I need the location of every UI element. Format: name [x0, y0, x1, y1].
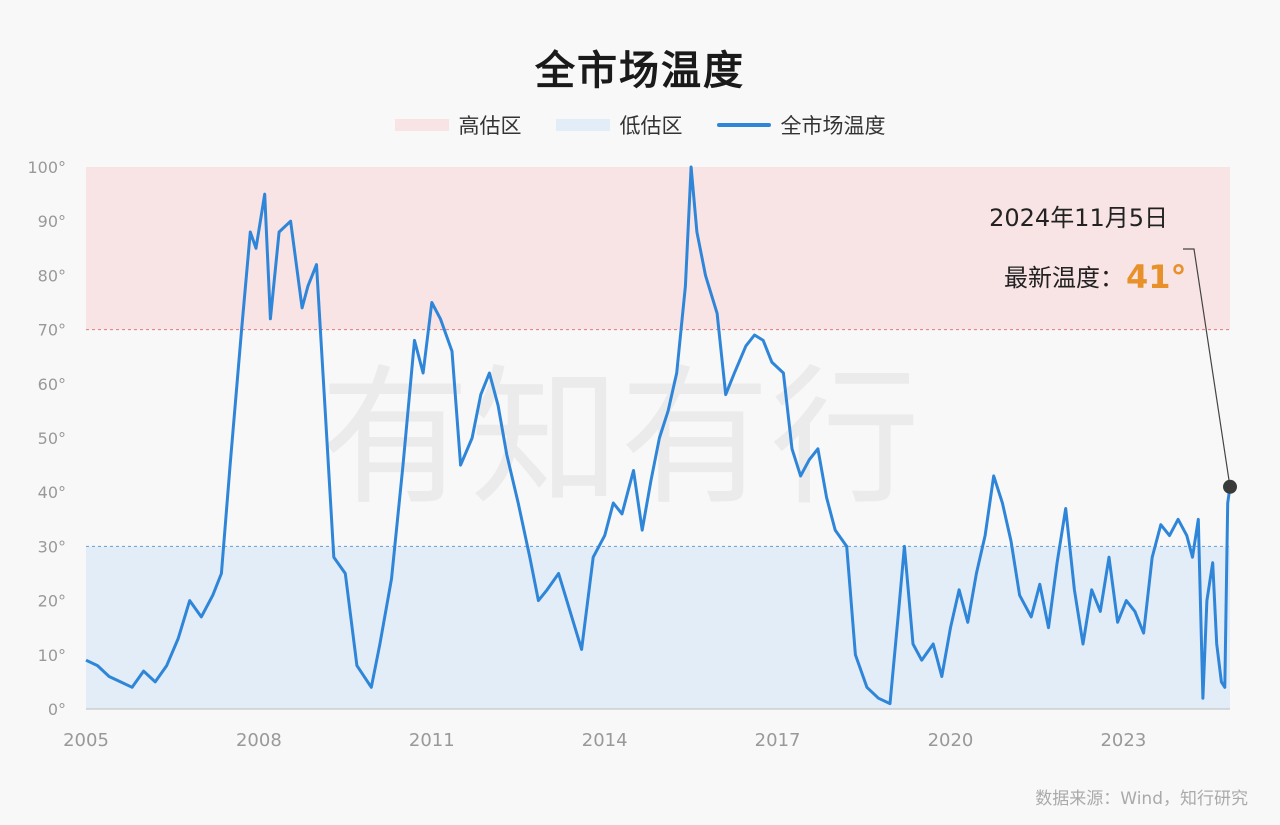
legend-label-high: 高估区 [458, 114, 522, 138]
y-tick-label: 100° [27, 158, 66, 177]
annotation-value: 41° [1126, 258, 1187, 296]
y-tick-label: 70° [38, 321, 66, 340]
chart-title: 全市场温度 [535, 48, 745, 94]
y-tick-label: 60° [38, 375, 66, 394]
chart-legend: 高估区 低估区 全市场温度 [0, 110, 1280, 140]
annotation-date: 2024年11月5日 [989, 204, 1168, 232]
y-tick-label: 90° [38, 212, 66, 231]
source-note: 数据来源：Wind，知行研究 [1035, 789, 1248, 809]
threshold-lines [86, 329, 1230, 547]
legend-item-low: 低估区 [555, 110, 683, 140]
legend-label-temperature: 全市场温度 [780, 114, 886, 138]
legend-swatch-temperature [716, 123, 771, 127]
legend-label-low: 低估区 [619, 114, 683, 138]
x-tick-label: 2020 [928, 730, 974, 751]
y-tick-label: 40° [38, 483, 66, 502]
x-tick-label: 2017 [755, 730, 801, 751]
legend-item-temperature: 全市场温度 [716, 110, 886, 140]
zone-low [86, 546, 1230, 709]
latest-point [1223, 479, 1237, 494]
y-tick-label: 10° [38, 646, 66, 665]
series-layer [85, 165, 1232, 706]
legend-swatch-high [394, 119, 449, 131]
x-tick-label: 2011 [409, 730, 455, 751]
y-tick-label: 30° [38, 537, 66, 556]
axes: 0° 10° 20° 30° 40° 50° 60° 70° 80° 90° 100° 2005 200… [27, 158, 1230, 751]
y-tick-label: 20° [38, 592, 66, 611]
y-tick-label: 80° [38, 266, 66, 285]
annotation-label: 最新温度： [1004, 264, 1124, 292]
x-tick-label: 2014 [582, 730, 628, 751]
watermark: 有知有行 [320, 352, 920, 526]
zone-high [86, 167, 1230, 330]
x-tick-label: 2008 [236, 730, 282, 751]
legend-swatch-low [555, 119, 610, 131]
y-tick-label: 50° [38, 429, 66, 448]
series-line-temperature [85, 165, 1232, 706]
annotation-leader [1183, 248, 1231, 487]
x-tick-label: 2023 [1100, 730, 1146, 751]
legend-item-high: 高估区 [394, 110, 522, 140]
y-tick-label: 0° [48, 700, 66, 719]
x-tick-label: 2005 [63, 730, 109, 751]
